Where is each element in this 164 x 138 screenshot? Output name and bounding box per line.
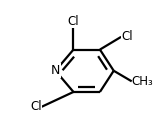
Text: Cl: Cl [68, 15, 79, 28]
Text: Cl: Cl [30, 100, 42, 113]
Text: N: N [51, 64, 60, 77]
Text: Cl: Cl [121, 30, 133, 43]
Text: CH₃: CH₃ [132, 75, 154, 88]
